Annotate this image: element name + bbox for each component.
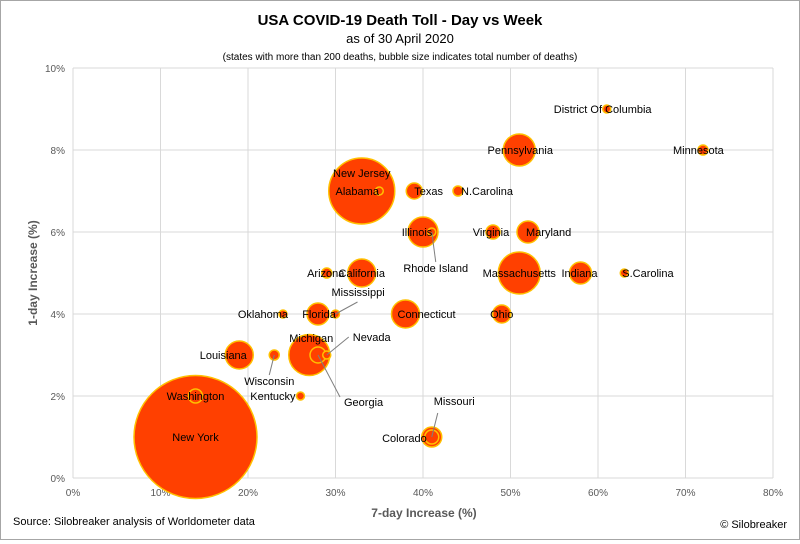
label-colorado: Colorado <box>382 433 427 445</box>
label-illinois: Illinois <box>402 227 433 239</box>
bubble-california <box>347 258 377 288</box>
bubble-texas <box>405 182 423 200</box>
bubble-arizona <box>321 267 333 279</box>
x-tick-label: 60% <box>588 488 608 499</box>
label-pennsylvania: Pennsylvania <box>488 145 554 157</box>
x-tick-label: 10% <box>150 488 170 499</box>
label-massachusetts: Massachusetts <box>483 268 557 280</box>
bubble-new-jersey <box>328 157 396 225</box>
bubble-washington <box>187 388 204 404</box>
label-connecticut: Connecticut <box>398 309 456 321</box>
bubble-new-york <box>133 374 258 500</box>
label-california: California <box>339 268 386 280</box>
bubble-ohio <box>492 304 512 324</box>
chart-title: USA COVID-19 Death Toll - Day vs Week <box>258 12 543 29</box>
x-axis-title: 7-day Increase (%) <box>371 506 476 520</box>
label-minnesota: Minnesota <box>673 145 725 157</box>
label-florida: Florida <box>302 309 337 321</box>
leader-wisconsin <box>268 354 275 376</box>
label-nevada: Nevada <box>353 332 392 344</box>
label-arizona: Arizona <box>307 268 345 280</box>
leader-nevada <box>326 336 350 356</box>
label-indiana: Indiana <box>561 268 598 280</box>
label-michigan: Michigan <box>289 333 333 345</box>
bubble-pennsylvania <box>502 133 536 167</box>
label-missouri: Missouri <box>434 396 475 408</box>
label-ohio: Ohio <box>490 309 513 321</box>
bubble-massachusetts <box>497 251 541 295</box>
leader-georgia <box>317 354 341 398</box>
bubble-s-carolina <box>619 268 629 278</box>
bubble-minnesota <box>697 144 709 156</box>
label-maryland: Maryland <box>526 227 571 239</box>
y-axis-title: 1-day Increase (%) <box>26 220 40 325</box>
bubble-n-carolina <box>452 185 464 197</box>
y-tick-label: 4% <box>51 310 66 321</box>
label-wisconsin: Wisconsin <box>244 376 294 388</box>
bubble-louisiana <box>224 340 254 370</box>
y-tick-label: 2% <box>51 392 66 403</box>
x-tick-labels: 0% 10% 20% 30% 40% 50% 60% 70% 80% <box>66 488 783 499</box>
bubble-illinois <box>407 216 439 248</box>
label-kentucky: Kentucky <box>250 391 296 403</box>
label-georgia: Georgia <box>344 397 384 409</box>
label-n-carolina: N.Carolina <box>461 186 514 198</box>
bubble-connecticut <box>390 299 421 329</box>
bubble-indiana <box>568 261 593 285</box>
leader-rhode-island <box>431 231 437 263</box>
label-washington: Washington <box>167 391 225 403</box>
label-new-jersey: New Jersey <box>333 168 391 180</box>
chart-note: (states with more than 200 deaths, bubbl… <box>223 52 578 63</box>
y-tick-label: 8% <box>51 146 66 157</box>
bubble-district-of-columbia <box>602 104 612 114</box>
y-tick-label: 0% <box>51 474 66 485</box>
leader-lines <box>268 231 439 438</box>
leader-mississippi <box>335 301 358 315</box>
chart-subtitle: as of 30 April 2020 <box>346 31 454 46</box>
label-louisiana: Louisiana <box>200 350 248 362</box>
leader-missouri <box>431 412 439 438</box>
label-texas: Texas <box>414 186 443 198</box>
label-s-carolina: S.Carolina <box>622 268 674 280</box>
label-virginia: Virginia <box>473 227 510 239</box>
copyright-note: © Silobreaker <box>720 519 787 531</box>
source-note: Source: Silobreaker analysis of Worldome… <box>13 516 256 528</box>
y-tick-label: 6% <box>51 228 66 239</box>
x-tick-label: 20% <box>238 488 258 499</box>
label-oklahoma: Oklahoma <box>238 309 289 321</box>
y-tick-label: 10% <box>45 64 65 75</box>
bubble-florida <box>306 302 330 326</box>
y-tick-labels: 0% 2% 4% 6% 8% 10% <box>45 64 65 485</box>
label-rhode-island: Rhode Island <box>403 263 468 275</box>
x-tick-label: 80% <box>763 488 783 499</box>
bubble-kentucky <box>295 391 306 401</box>
x-tick-label: 70% <box>675 488 695 499</box>
bubble-alabama <box>374 186 384 196</box>
bubble-virginia <box>485 224 501 240</box>
bubble-maryland <box>516 220 540 244</box>
label-mississippi: Mississippi <box>332 287 385 299</box>
label-district-of-columbia: District Of Columbia <box>554 104 653 116</box>
x-tick-label: 40% <box>413 488 433 499</box>
point-labels: New York Washington Louisiana Wisconsin Mich… <box>167 104 725 445</box>
bubble-oklahoma <box>278 309 288 319</box>
label-alabama: Alabama <box>336 186 380 198</box>
x-tick-label: 30% <box>325 488 345 499</box>
x-tick-label: 0% <box>66 488 81 499</box>
x-tick-label: 50% <box>500 488 520 499</box>
label-new-york: New York <box>172 432 219 444</box>
